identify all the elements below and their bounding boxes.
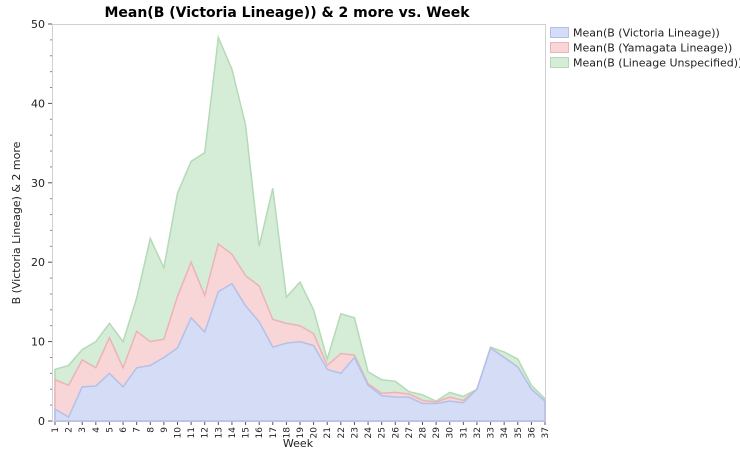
x-tick-label: 19 (296, 427, 306, 439)
x-tick-label: 24 (364, 427, 374, 439)
x-tick-label: 28 (419, 427, 429, 439)
legend-swatch-3 (550, 57, 569, 68)
x-tick-label: 23 (350, 427, 360, 438)
y-tick-label: 40 (31, 97, 45, 110)
legend-swatch-1 (550, 27, 569, 38)
x-tick-label: 25 (378, 427, 388, 438)
area-layers (54, 34, 546, 422)
x-axis-label: Week (283, 437, 314, 450)
x-tick-label: 35 (514, 427, 524, 438)
x-tick-label: 11 (187, 427, 197, 438)
x-tick-label: 22 (337, 427, 347, 438)
y-tick-label: 0 (38, 415, 45, 428)
x-tick-label: 12 (201, 427, 211, 438)
legend-label-2: Mean(B (Yamagata Lineage)) (573, 42, 732, 55)
x-tick-label: 10 (174, 427, 184, 439)
legend-swatch-2 (550, 42, 569, 53)
x-tick-label: 31 (459, 427, 469, 438)
x-tick-label: 6 (119, 427, 129, 433)
x-tick-label: 18 (282, 427, 292, 439)
x-tick-label: 8 (146, 427, 156, 433)
x-tick-label: 15 (242, 427, 252, 438)
x-tick-label: 20 (310, 427, 320, 439)
legend: Mean(B (Victoria Lineage)) Mean(B (Yamaga… (550, 27, 740, 70)
x-tick-label: 4 (92, 427, 102, 433)
x-tick-label: 14 (228, 427, 238, 439)
legend-label-1: Mean(B (Victoria Lineage)) (573, 27, 720, 40)
x-tick-label: 33 (487, 427, 497, 438)
x-tick-label: 29 (432, 427, 442, 439)
y-tick-label: 20 (31, 256, 45, 269)
x-tick-label: 30 (446, 427, 456, 439)
x-tick-label: 2 (65, 427, 75, 433)
legend-label-3: Mean(B (Lineage Unspecified)) (573, 57, 740, 70)
x-tick-label: 36 (527, 427, 537, 439)
x-tick-label: 1 (51, 427, 61, 433)
x-tick-label: 34 (500, 427, 510, 439)
x-tick-label: 9 (160, 427, 170, 433)
y-tick-label: 50 (31, 18, 45, 31)
x-tick-label: 32 (473, 427, 483, 438)
x-tick-label: 27 (405, 427, 415, 438)
x-tick-label: 21 (323, 427, 333, 438)
x-axis: 1 2 3 4 5 6 7 8 9 10 11 12 13 14 15 16 17 18 19 20 21 22 23 24 2… (51, 422, 551, 438)
y-axis-label: B (Victoria Lineage) & 2 more (10, 141, 23, 304)
x-tick-label: 26 (391, 427, 401, 439)
area-series-1 (54, 282, 546, 422)
x-tick-label: 37 (541, 427, 551, 438)
x-tick-label: 7 (133, 427, 143, 433)
y-tick-label: 30 (31, 177, 45, 190)
x-tick-label: 3 (78, 427, 88, 433)
x-tick-label: 17 (269, 427, 279, 438)
x-tick-label: 16 (255, 427, 265, 439)
x-tick-label: 5 (105, 427, 115, 433)
y-tick-label: 10 (31, 336, 45, 349)
y-axis: 0 10 20 30 40 50 (31, 18, 52, 428)
chart-title: Mean(B (Victoria Lineage)) & 2 more vs. … (104, 5, 470, 21)
x-tick-label: 13 (214, 427, 224, 438)
